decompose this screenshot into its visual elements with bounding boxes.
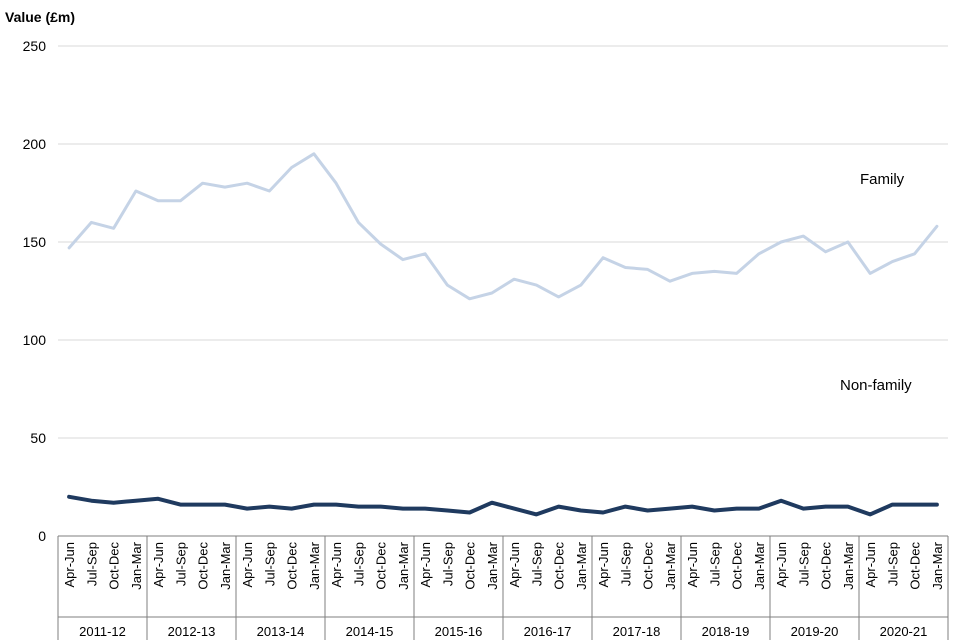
x-tick-label: Oct-Dec	[374, 542, 389, 590]
x-tick-label: Oct-Dec	[463, 542, 478, 590]
x-tick-label: Apr-Jun	[240, 542, 255, 588]
x-tick-label: Jul-Sep	[885, 542, 900, 586]
year-label: 2012-13	[168, 624, 216, 639]
x-tick-label: Oct-Dec	[730, 542, 745, 590]
x-tick-label: Jan-Mar	[129, 541, 144, 589]
x-axis: Apr-Jun Jul-Sep Oct-Dec Jan-Mar Apr-Jun Jul-S…	[58, 536, 948, 640]
y-tick-label: 250	[23, 38, 47, 54]
x-tick-label: Oct-Dec	[285, 542, 300, 590]
x-tick-label: Jan-Mar	[218, 541, 233, 589]
series-label-family: Family	[860, 171, 905, 188]
x-tick-label: Jul-Sep	[618, 542, 633, 586]
series-lines	[69, 154, 937, 515]
x-tick-label: Jul-Sep	[84, 542, 99, 586]
x-tick-label: Apr-Jun	[596, 542, 611, 588]
x-tick-label: Oct-Dec	[819, 542, 834, 590]
year-label: 2011-12	[79, 624, 126, 639]
x-tick-label: Oct-Dec	[552, 542, 567, 590]
x-tick-label: Apr-Jun	[151, 542, 166, 588]
x-tick-label: Jan-Mar	[930, 541, 945, 589]
series-label-non-family: Non-family	[840, 377, 912, 394]
year-label: 2020-21	[880, 624, 928, 639]
x-tick-label: Jan-Mar	[841, 541, 856, 589]
y-axis-ticks: 0 50 100 150 200 250	[23, 38, 47, 544]
x-tick-label: Oct-Dec	[107, 542, 122, 590]
x-tick-label: Jan-Mar	[396, 541, 411, 589]
year-label: 2019-20	[791, 624, 839, 639]
x-tick-label: Jul-Sep	[707, 542, 722, 586]
x-tick-label: Jul-Sep	[796, 542, 811, 586]
x-tick-label: Apr-Jun	[507, 542, 522, 588]
y-axis-label: Value (£m)	[5, 9, 75, 25]
x-tick-label: Jul-Sep	[173, 542, 188, 586]
year-label: 2018-19	[702, 624, 750, 639]
x-tick-label: Apr-Jun	[685, 542, 700, 588]
x-tick-label: Jan-Mar	[307, 541, 322, 589]
x-tick-label: Jan-Mar	[663, 541, 678, 589]
y-tick-label: 50	[30, 430, 46, 446]
x-tick-label: Apr-Jun	[863, 542, 878, 588]
x-tick-label: Oct-Dec	[641, 542, 656, 590]
y-tick-label: 0	[38, 528, 46, 544]
series-line-non-family	[69, 497, 937, 515]
x-tick-label: Jan-Mar	[752, 541, 767, 589]
x-tick-label: Jan-Mar	[485, 541, 500, 589]
x-tick-label: Apr-Jun	[774, 542, 789, 588]
series-line-family	[69, 154, 937, 299]
year-label: 2014-15	[346, 624, 394, 639]
year-label: 2015-16	[435, 624, 483, 639]
y-tick-label: 150	[23, 234, 47, 250]
x-tick-label: Jul-Sep	[440, 542, 455, 586]
year-label: 2013-14	[257, 624, 305, 639]
x-tick-label: Apr-Jun	[62, 542, 77, 588]
x-tick-label: Jan-Mar	[574, 541, 589, 589]
x-tick-label: Oct-Dec	[196, 542, 211, 590]
x-tick-label: Jul-Sep	[529, 542, 544, 586]
y-tick-label: 200	[23, 136, 47, 152]
gridlines	[58, 46, 948, 438]
x-tick-label: Oct-Dec	[908, 542, 923, 590]
year-label: 2016-17	[524, 624, 572, 639]
year-label: 2017-18	[613, 624, 661, 639]
x-tick-label: Apr-Jun	[329, 542, 344, 588]
x-tick-label: Jul-Sep	[262, 542, 277, 586]
x-tick-label: Apr-Jun	[418, 542, 433, 588]
y-tick-label: 100	[23, 332, 47, 348]
x-tick-label: Jul-Sep	[351, 542, 366, 586]
